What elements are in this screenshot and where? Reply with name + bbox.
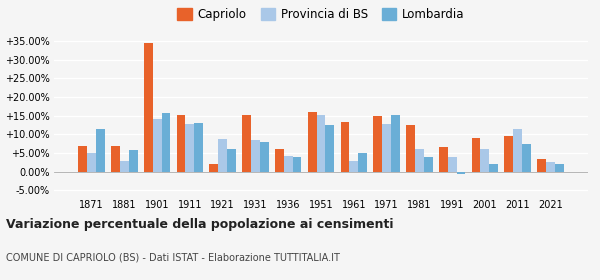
Bar: [161, 113, 170, 172]
Text: Variazione percentuale della popolazione ai censimenti: Variazione percentuale della popolazione…: [6, 218, 394, 231]
Bar: [275, 149, 284, 172]
Bar: [185, 124, 194, 172]
Bar: [293, 157, 301, 172]
Bar: [505, 136, 513, 172]
Bar: [415, 149, 424, 172]
Bar: [382, 124, 391, 172]
Bar: [358, 153, 367, 172]
Bar: [481, 149, 490, 172]
Legend: Capriolo, Provincia di BS, Lombardia: Capriolo, Provincia di BS, Lombardia: [174, 4, 468, 24]
Bar: [144, 43, 152, 172]
Bar: [546, 162, 555, 172]
Bar: [349, 160, 358, 172]
Bar: [78, 146, 87, 172]
Bar: [227, 149, 236, 172]
Bar: [537, 159, 546, 172]
Bar: [129, 150, 137, 172]
Bar: [111, 146, 120, 172]
Bar: [242, 115, 251, 172]
Bar: [341, 122, 349, 172]
Bar: [87, 153, 96, 172]
Bar: [96, 129, 105, 172]
Bar: [490, 164, 498, 172]
Bar: [194, 123, 203, 172]
Bar: [522, 144, 531, 172]
Bar: [325, 125, 334, 172]
Bar: [424, 157, 433, 172]
Bar: [218, 139, 227, 172]
Bar: [472, 138, 481, 172]
Text: COMUNE DI CAPRIOLO (BS) - Dati ISTAT - Elaborazione TUTTITALIA.IT: COMUNE DI CAPRIOLO (BS) - Dati ISTAT - E…: [6, 252, 340, 262]
Bar: [308, 112, 317, 172]
Bar: [120, 160, 129, 172]
Bar: [317, 115, 325, 172]
Bar: [513, 129, 522, 172]
Bar: [555, 164, 564, 172]
Bar: [457, 172, 466, 174]
Bar: [209, 164, 218, 172]
Bar: [373, 116, 382, 172]
Bar: [176, 115, 185, 172]
Bar: [260, 142, 269, 172]
Bar: [406, 125, 415, 172]
Bar: [284, 156, 293, 172]
Bar: [439, 147, 448, 172]
Bar: [152, 120, 161, 172]
Bar: [391, 115, 400, 172]
Bar: [448, 157, 457, 172]
Bar: [251, 140, 260, 172]
